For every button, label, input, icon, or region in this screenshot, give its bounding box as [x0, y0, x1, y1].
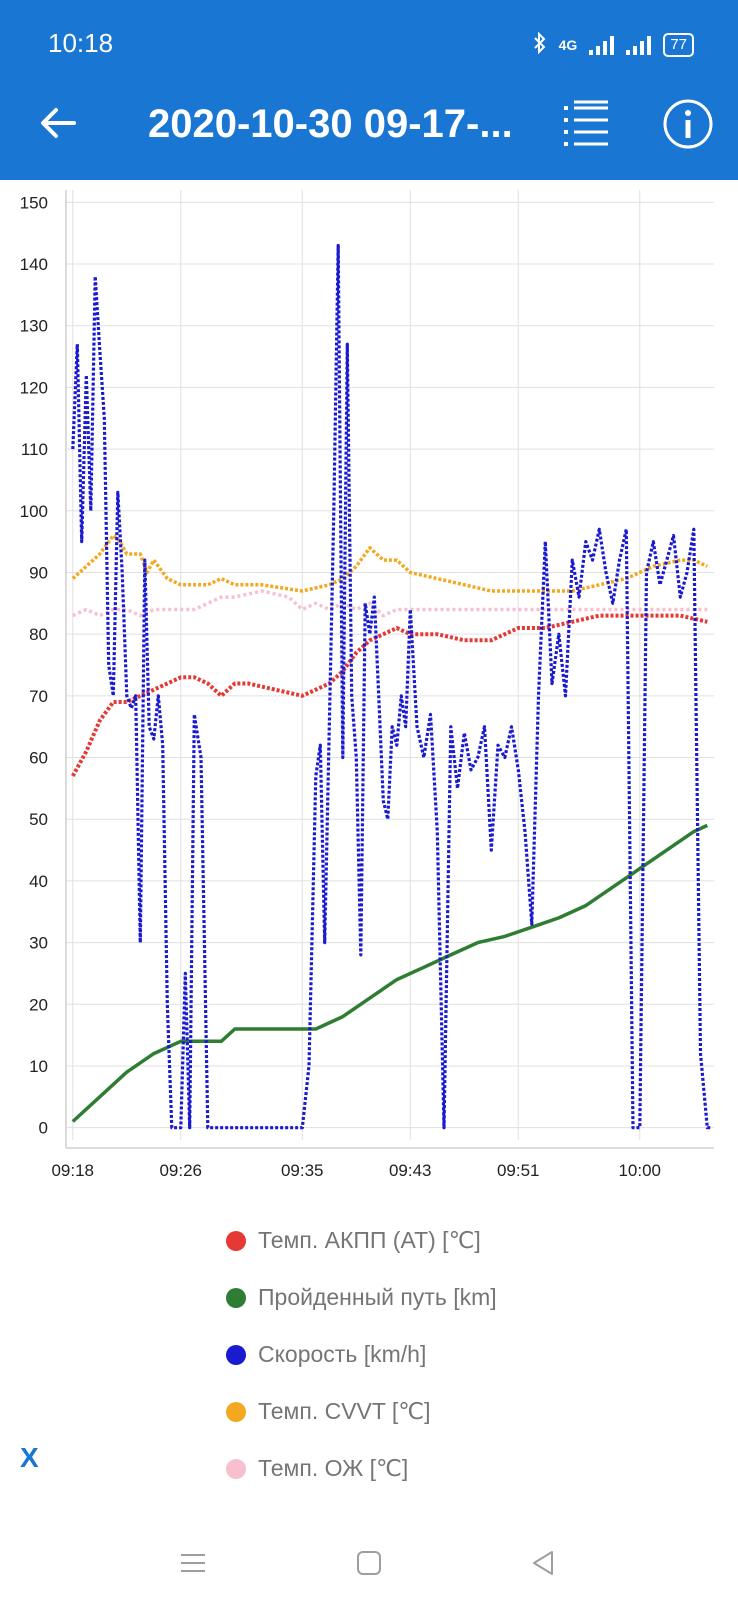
y-tick-label: 100: [20, 502, 48, 521]
legend-item-speed[interactable]: Скорость [km/h]: [226, 1326, 497, 1383]
x-tick-label: 09:35: [281, 1161, 324, 1180]
status-time: 10:18: [48, 28, 114, 58]
battery-level: 77: [670, 36, 687, 53]
nav-home-button[interactable]: [354, 1548, 384, 1583]
y-tick-label: 150: [20, 193, 48, 212]
y-tick-label: 40: [29, 872, 48, 891]
chart-grid: [66, 190, 714, 1140]
series-at-temp: [71, 613, 708, 777]
legend-label: Темп. CVVT [℃]: [258, 1398, 431, 1424]
x-tick-label: 09:26: [159, 1161, 202, 1180]
system-nav-bar: [0, 1540, 738, 1600]
x-tick-label: 09:51: [497, 1161, 540, 1180]
nav-back-button[interactable]: [528, 1548, 558, 1583]
legend-item-distance[interactable]: Пройденный путь [km]: [226, 1269, 497, 1326]
legend-label: Скорость [km/h]: [258, 1341, 427, 1367]
chart-legend: Темп. АКПП (AT) [℃] Пройденный путь [km]…: [226, 1212, 497, 1497]
legend-item-cvvt-temp[interactable]: Темп. CVVT [℃]: [226, 1383, 497, 1440]
network-type: 4G: [558, 37, 578, 53]
app-bar: 10:18 4G 77 2020-10-30 09-17-...: [0, 0, 738, 180]
legend-dot: [226, 1230, 246, 1251]
y-tick-label: 0: [39, 1119, 48, 1138]
legend-label: Темп. ОЖ [℃]: [258, 1455, 409, 1481]
line-chart: 0 10 20 30 40 50 60 70 80 90 100 110 120 130 140 150 09:…: [20, 190, 714, 1180]
y-tick-label: 130: [20, 317, 48, 336]
list-button[interactable]: [560, 98, 620, 150]
info-button[interactable]: [662, 98, 714, 150]
info-icon: [663, 99, 713, 149]
legend-dot: [226, 1401, 246, 1422]
y-tick-label: 90: [29, 563, 48, 582]
y-tick-label: 50: [29, 810, 48, 829]
nav-menu-button[interactable]: [178, 1548, 208, 1583]
chart-series: [71, 243, 712, 1130]
back-button[interactable]: [30, 95, 86, 151]
chart-axes: 0 10 20 30 40 50 60 70 80 90 100 110 120 130 140 150 09:…: [20, 190, 714, 1180]
legend-dot: [226, 1458, 246, 1479]
battery-icon: 77: [663, 33, 694, 57]
y-tick-label: 60: [29, 749, 48, 768]
signal-icon: [589, 35, 615, 55]
list-icon: [564, 100, 608, 146]
y-tick-label: 70: [29, 687, 48, 706]
y-tick-label: 30: [29, 934, 48, 953]
menu-icon: [181, 1554, 205, 1572]
bluetooth-icon: [533, 31, 547, 59]
series-cvvt-temp: [71, 533, 709, 593]
y-tick-label: 110: [21, 440, 48, 459]
legend-label: Темп. АКПП (AT) [℃]: [258, 1227, 481, 1253]
page-title: 2020-10-30 09-17-...: [148, 102, 513, 146]
close-button[interactable]: X: [20, 1442, 39, 1473]
home-square-icon: [357, 1551, 381, 1575]
legend-item-coolant-temp[interactable]: Темп. ОЖ [℃]: [226, 1440, 497, 1497]
x-tick-label: 10:00: [618, 1161, 661, 1180]
arrow-back-icon: [41, 108, 76, 138]
legend-label: Пройденный путь [km]: [258, 1284, 497, 1310]
status-icons: 4G 77: [533, 30, 694, 60]
legend-item-at-temp[interactable]: Темп. АКПП (AT) [℃]: [226, 1212, 497, 1269]
signal-icon-2: [626, 35, 652, 55]
back-triangle-icon: [533, 1551, 553, 1575]
y-tick-label: 20: [29, 995, 48, 1014]
series-speed: [71, 243, 712, 1130]
y-tick-label: 140: [20, 255, 48, 274]
y-tick-label: 120: [20, 378, 48, 397]
x-tick-label: 09:18: [51, 1161, 94, 1180]
x-tick-label: 09:43: [389, 1161, 432, 1180]
y-tick-label: 80: [29, 625, 48, 644]
series-distance: [71, 823, 709, 1123]
legend-dot: [226, 1344, 246, 1365]
legend-dot: [226, 1287, 246, 1308]
y-tick-label: 10: [29, 1057, 48, 1076]
